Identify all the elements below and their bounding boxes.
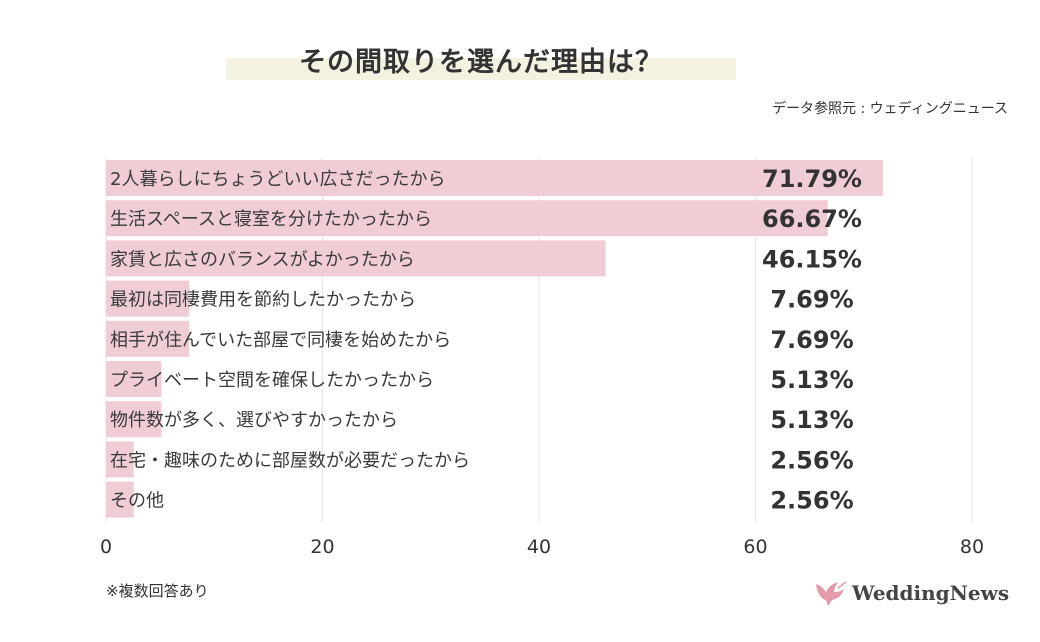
dove-icon: [816, 581, 847, 606]
bar: [106, 160, 884, 196]
title-highlight: [226, 58, 736, 80]
category-label: 最初は同棲費用を節約したかったから: [110, 290, 416, 311]
data-label: 46.15%: [762, 245, 862, 273]
data-label: 71.79%: [762, 165, 862, 193]
bar: [106, 320, 190, 357]
category-label: その他: [110, 491, 164, 512]
footnote: ※複数回答あり: [106, 582, 209, 600]
bar: [106, 200, 828, 237]
bar: [106, 401, 162, 438]
category-label: 在宅・趣味のために部屋数が必要だったから: [110, 450, 470, 471]
bar: [106, 481, 134, 518]
data-label: 5.13%: [770, 366, 853, 394]
category-label: 物件数が多く、選びやすかったから: [110, 410, 398, 431]
x-tick-label: 60: [743, 536, 767, 558]
data-label: 2.56%: [770, 487, 853, 515]
data-label: 2.56%: [770, 446, 853, 474]
x-tick-label: 80: [960, 536, 984, 558]
x-tick-label: 0: [100, 536, 112, 558]
bar: [106, 361, 162, 397]
x-tick-label: 20: [310, 536, 334, 558]
data-label: 7.69%: [770, 326, 853, 354]
data-label: 66.67%: [762, 205, 862, 233]
category-label: 2人暮らしにちょうどいい広さだったから: [110, 169, 445, 190]
x-tick-label: 40: [527, 536, 551, 558]
data-label: 5.13%: [770, 406, 853, 434]
category-label: 生活スペースと寝室を分けたかったから: [110, 209, 432, 230]
data-label: 7.69%: [770, 286, 853, 314]
bar: [106, 280, 190, 317]
wedding-news-logo: WeddingNews: [812, 578, 1009, 608]
category-label: プライベート空間を確保したかったから: [110, 370, 434, 391]
category-label: 家賃と広さのバランスがよかったから: [110, 249, 415, 270]
category-label: 相手が住んでいた部屋で同棲を始めたから: [110, 330, 451, 351]
data-source: データ参照元 : ウェディングニュース: [772, 101, 1008, 117]
bar: [106, 240, 606, 277]
chart-title: その間取りを選んだ理由は？: [299, 47, 663, 78]
bar-chart: 0 20 40 60 80 2人暮らしにちょうどいい広さだったから 71.79% 生活スペース…: [100, 158, 984, 558]
bar: [106, 441, 134, 478]
